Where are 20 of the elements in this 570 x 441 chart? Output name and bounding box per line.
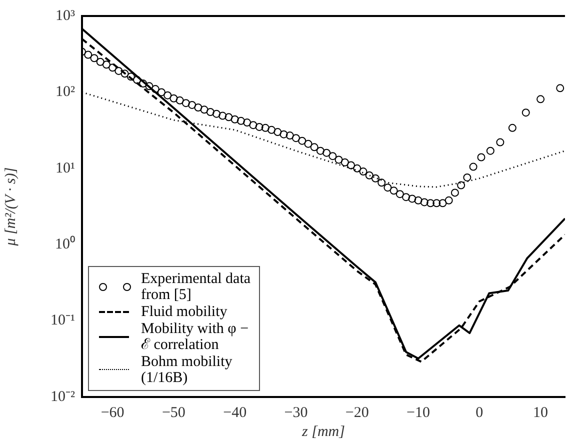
y-tick-label: 10² — [56, 84, 76, 100]
legend-label: Fluid mobility — [141, 304, 228, 320]
x-tick-label: −40 — [223, 404, 247, 421]
y-tick-label: 10⁻² — [50, 388, 76, 405]
x-tick-label: −30 — [284, 404, 308, 421]
x-tick-label: −60 — [100, 404, 124, 421]
legend-label: Experimental data from [5] — [141, 271, 252, 303]
legend-label: Mobility with φ − ℰ correlation — [141, 321, 250, 353]
y-tick-label: 10³ — [56, 8, 76, 24]
x-axis-title: z [mm] — [301, 424, 346, 440]
x-tick-label: −20 — [345, 404, 369, 421]
x-tick-label: −50 — [162, 404, 186, 421]
y-tick-label: 10⁰ — [55, 236, 75, 253]
y-axis-title: μ [m²/(V · s)] — [2, 167, 19, 247]
x-tick-label: 0 — [476, 404, 484, 421]
x-tick-label: −10 — [406, 404, 430, 421]
x-tick-label: 10 — [533, 404, 548, 421]
y-tick-label: 10⁻¹ — [50, 312, 75, 329]
legend-label: Bohm mobility (1/16B) — [141, 354, 234, 386]
y-tick-label: 10¹ — [56, 160, 75, 176]
